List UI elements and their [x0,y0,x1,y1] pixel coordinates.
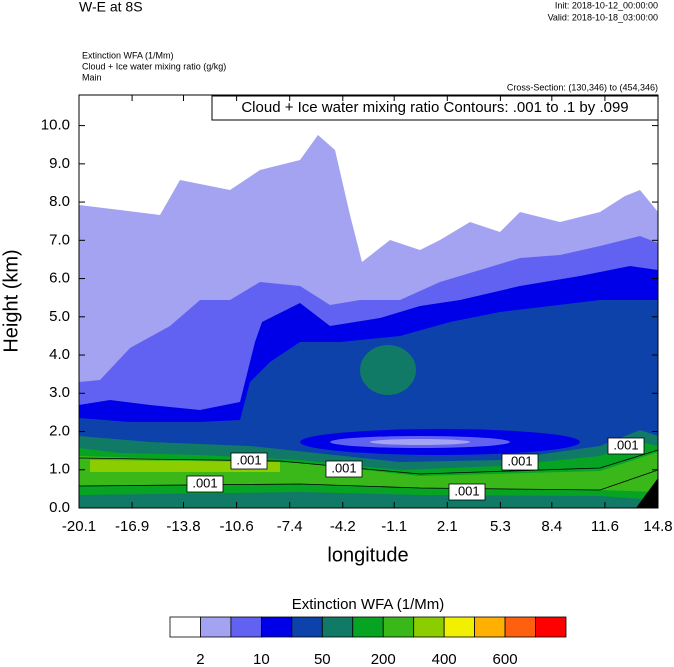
subtitle: Extinction WFA (1/Mm) [82,50,174,60]
y-tick-label: 1.0 [49,461,70,478]
colorbar-box [291,616,323,638]
contour-fill [360,345,416,395]
contour-label: .001 [236,452,261,467]
cross-section: Cross-Section: (130,346) to (454,346) [507,82,658,92]
x-tick-label: -10.6 [220,518,254,535]
colorbar-box [504,616,536,638]
contour-label: .001 [454,483,479,498]
colorbar-box [169,616,201,638]
y-tick-label: 7.0 [49,231,70,248]
x-tick-label: 8.4 [541,518,562,535]
colorbar-label: 10 [253,651,270,667]
contour-line [79,449,658,475]
contour-label-box [325,460,363,478]
contour-label-box [186,475,224,493]
subtitle: Main [82,72,102,82]
y-tick-label: 8.0 [49,193,70,210]
colorbar-box [321,616,354,638]
contour-label-box [230,452,268,470]
terrain [636,478,658,508]
contour-note-box [211,95,659,121]
x-tick-label: -7.4 [277,518,303,535]
contour-label: .001 [613,437,638,452]
colorbar-label: 50 [314,651,331,667]
x-tick-label: -16.9 [115,518,149,535]
contour-label: .001 [507,453,532,468]
colorbar-box [443,616,476,638]
plot-frame [78,94,659,509]
colorbar-label: 400 [432,651,457,667]
y-tick-label: 0.0 [49,499,70,516]
x-tick-label: 5.3 [490,518,511,535]
y-tick-label: 4.0 [49,346,70,363]
colorbar-box [535,616,567,638]
y-tick-label: 9.0 [49,155,70,172]
colorbar-box [200,616,232,638]
y-tick-label: 6.0 [49,270,70,287]
x-tick-label: -4.2 [330,518,356,535]
colorbar-title: Extinction WFA (1/Mm) [292,596,445,613]
contour-label-box [607,437,645,455]
chart-title: W-E at 8S [79,0,143,15]
contour-fill [370,439,470,445]
x-tick-label: 14.8 [643,518,672,535]
subtitle: Cloud + Ice water mixing ratio (g/kg) [82,61,226,71]
contour-label: .001 [331,460,356,475]
init-time: Init: 2018-10-12_00:00:00 [555,0,658,10]
colorbar-label: 200 [371,651,396,667]
colorbar-label: 2 [196,651,204,667]
x-axis-label: longitude [327,544,408,566]
contour-field: .001 .001 .001 .001 .001 .001 [79,95,658,508]
contour-label-box [501,453,539,471]
x-tick-label: -20.1 [62,518,96,535]
colorbar-box [474,616,506,638]
colorbar-box [413,616,445,638]
y-tick-label: 3.0 [49,384,70,401]
x-tick-label: -13.8 [166,518,200,535]
colorbar-box [230,616,262,638]
y-tick-label: 5.0 [49,308,70,325]
x-tick-label: 2.1 [437,518,458,535]
y-tick-label: 10.0 [41,117,70,134]
colorbar-box [352,616,384,638]
colorbar-label: 600 [493,651,518,667]
y-axis-label: Height (km) [0,249,22,352]
colorbar-box [260,616,293,638]
x-tick-label: 11.6 [591,518,619,535]
contour-note: Cloud + Ice water mixing ratio Contours:… [241,99,628,116]
valid-time: Valid: 2018-10-18_03:00:00 [548,12,658,22]
y-tick-label: 2.0 [49,422,70,439]
colorbar-box [382,616,415,638]
x-tick-label: -1.1 [381,518,407,535]
contour-label: .001 [192,475,217,490]
contour-line [79,469,658,491]
contour-label-box [448,483,486,501]
